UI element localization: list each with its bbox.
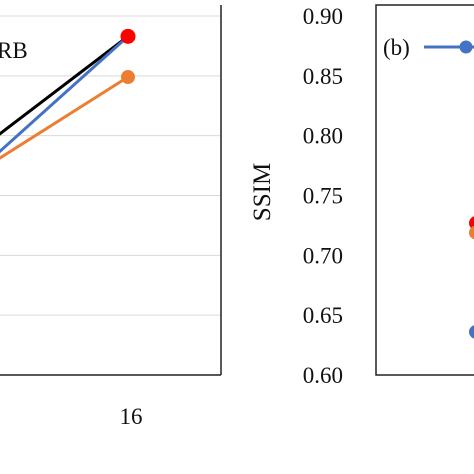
left-series-marker-red-top — [120, 28, 136, 44]
right-point-1 — [469, 225, 474, 240]
right-point-0 — [469, 216, 474, 230]
left-series-group — [0, 28, 136, 160]
left-series-marker-2 — [121, 70, 135, 85]
left-gridlines — [0, 15, 221, 316]
y-tick-label: 0.90 — [303, 4, 343, 29]
y-tick-labels: 0.60 0.65 0.70 0.75 0.80 0.85 0.90 — [303, 4, 343, 388]
right-panel: SSIM 0.60 0.65 0.70 0.75 0.80 0.85 0.90 (b) — [249, 4, 474, 388]
right-legend-entry — [424, 40, 474, 54]
x-tick-label-16: 16 — [120, 404, 143, 429]
right-point-2 — [469, 325, 474, 339]
left-panel: RB 16 — [0, 5, 222, 429]
y-axis-label: SSIM — [249, 163, 276, 221]
y-tick-label: 0.80 — [303, 124, 343, 149]
y-tick-label: 0.85 — [303, 64, 343, 89]
right-plot-frame — [375, 4, 474, 376]
left-legend-label: RB — [0, 38, 28, 63]
right-legend-label: (b) — [383, 35, 410, 60]
left-series-line-0 — [0, 35, 129, 136]
right-points-group — [469, 216, 474, 339]
y-tick-label: 0.65 — [303, 303, 343, 328]
y-tick-label: 0.60 — [303, 363, 343, 388]
left-series-line-1 — [0, 35, 130, 154]
y-tick-label: 0.75 — [303, 184, 343, 209]
legend-marker-blue — [459, 40, 473, 54]
left-series-line-2 — [0, 75, 129, 160]
y-tick-label: 0.70 — [303, 243, 343, 268]
